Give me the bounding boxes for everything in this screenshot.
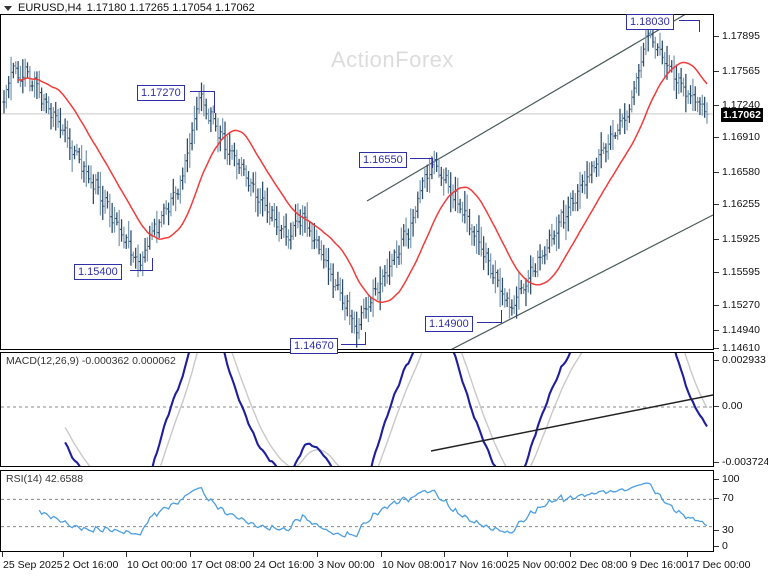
current-price-label: 1.17062	[721, 108, 763, 122]
price-axis-label: 1.16910	[722, 131, 760, 143]
price-axis-tick	[714, 204, 719, 205]
price-axis-tick	[714, 71, 719, 72]
price-axis-label: 1.15270	[722, 299, 760, 311]
rsi-axis-label: 30	[722, 524, 734, 536]
price-axis-label: 1.16255	[722, 198, 760, 210]
macd-axis-label: 0.002933	[722, 354, 766, 366]
price-axis-label: 1.15595	[722, 266, 760, 278]
price-axis-label: 1.17565	[722, 65, 760, 77]
price-axis-label: 1.14940	[722, 324, 760, 336]
price-axis-label: 1.17895	[722, 30, 760, 42]
time-axis-tick	[2, 552, 3, 557]
price-axis-tick	[714, 348, 719, 349]
time-axis-label: 10 Oct 00:00	[127, 559, 188, 571]
rsi-axis-tick	[714, 479, 719, 480]
rsi-axis-label: 70	[722, 492, 734, 504]
macd-panel[interactable]: MACD(12,26,9) -0.000362 0.000062	[0, 352, 714, 467]
symbol-header[interactable]: EURUSD,H4 1.17180 1.17265 1.17054 1.1706…	[4, 1, 255, 15]
macd-axis-tick	[714, 406, 719, 407]
time-axis-label: 17 Nov 16:00	[445, 559, 508, 571]
price-axis-label: 1.16580	[722, 166, 760, 178]
time-axis-tick	[63, 552, 64, 557]
macd-axis-tick	[714, 462, 719, 463]
time-axis-tick	[570, 552, 571, 557]
price-axis-label: 1.15925	[722, 233, 760, 245]
price-chart-panel[interactable]: ActionForex	[0, 14, 714, 350]
time-axis-label: 2 Dec 08:00	[571, 559, 628, 571]
price-axis-tick	[714, 305, 719, 306]
macd-axis: 0.002933 0.00 -0.003724	[714, 352, 768, 468]
caret-down-icon[interactable]	[4, 5, 12, 11]
time-axis-label: 10 Nov 08:00	[382, 559, 445, 571]
price-axis-tick	[714, 105, 719, 106]
price-axis-tick	[714, 330, 719, 331]
price-axis-label: 1.14610	[722, 342, 760, 354]
rsi-axis: 100 70 30 0	[714, 470, 768, 552]
time-axis: 25 Sep 2025 2 Oct 16:00 10 Oct 00:00 17 Oct…	[0, 552, 750, 576]
price-axis-tick	[714, 272, 719, 273]
time-axis-tick	[444, 552, 445, 557]
price-plot-area	[1, 15, 713, 349]
time-axis-label: 2 Oct 16:00	[64, 559, 119, 571]
price-axis-tick	[714, 172, 719, 173]
time-axis-tick	[507, 552, 508, 557]
time-axis-tick	[190, 552, 191, 557]
time-axis-label: 3 Nov 00:00	[318, 559, 375, 571]
rsi-plot-area	[1, 482, 713, 538]
time-axis-label: 25 Nov 00:00	[508, 559, 571, 571]
price-axis-tick	[714, 36, 719, 37]
rsi-axis-tick	[714, 530, 719, 531]
time-axis-label: 9 Dec 16:00	[631, 559, 688, 571]
time-axis-label: 17 Dec 00:00	[688, 559, 751, 571]
macd-axis-label: 0.00	[722, 400, 743, 412]
macd-title: MACD(12,26,9) -0.000362 0.000062	[6, 355, 176, 367]
time-axis-tick	[687, 552, 688, 557]
time-axis-tick	[253, 552, 254, 557]
price-axis-tick	[714, 137, 719, 138]
time-axis-tick	[126, 552, 127, 557]
time-axis-tick	[317, 552, 318, 557]
time-axis-label: 25 Sep 2025	[3, 559, 63, 571]
ohlc-values: 1.17180 1.17265 1.17054 1.17062	[86, 2, 255, 14]
rsi-axis-tick	[714, 498, 719, 499]
macd-axis-tick	[714, 360, 719, 361]
time-axis-label: 17 Oct 08:00	[191, 559, 252, 571]
rsi-panel[interactable]: RSI(14) 42.6588	[0, 470, 714, 552]
price-axis-tick	[714, 239, 719, 240]
rsi-title: RSI(14) 42.6588	[6, 473, 84, 485]
rsi-axis-label: 0	[722, 540, 728, 552]
macd-axis-label: -0.003724	[722, 456, 768, 468]
time-axis-tick	[630, 552, 631, 557]
rsi-axis-label: 100	[722, 473, 740, 485]
macd-plot-area	[1, 353, 713, 466]
rsi-axis-tick	[714, 546, 719, 547]
time-axis-tick	[381, 552, 382, 557]
symbol-label: EURUSD,H4	[18, 2, 82, 14]
price-axis: 1.17895 1.17565 1.17240 1.16910 1.16580 1.162…	[714, 14, 768, 354]
time-axis-label: 24 Oct 16:00	[254, 559, 315, 571]
